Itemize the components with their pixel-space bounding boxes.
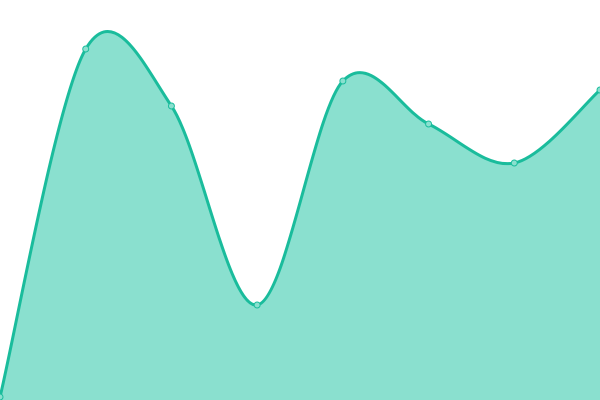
data-point-2 <box>167 102 175 110</box>
data-markers <box>0 45 600 400</box>
data-point-7 <box>596 86 600 94</box>
area-fill <box>0 31 600 400</box>
data-point-4 <box>339 77 347 85</box>
data-point-3 <box>253 301 261 309</box>
data-point-1 <box>82 45 90 53</box>
data-point-0 <box>0 393 4 400</box>
data-point-6 <box>510 159 518 167</box>
data-point-5 <box>425 120 433 128</box>
